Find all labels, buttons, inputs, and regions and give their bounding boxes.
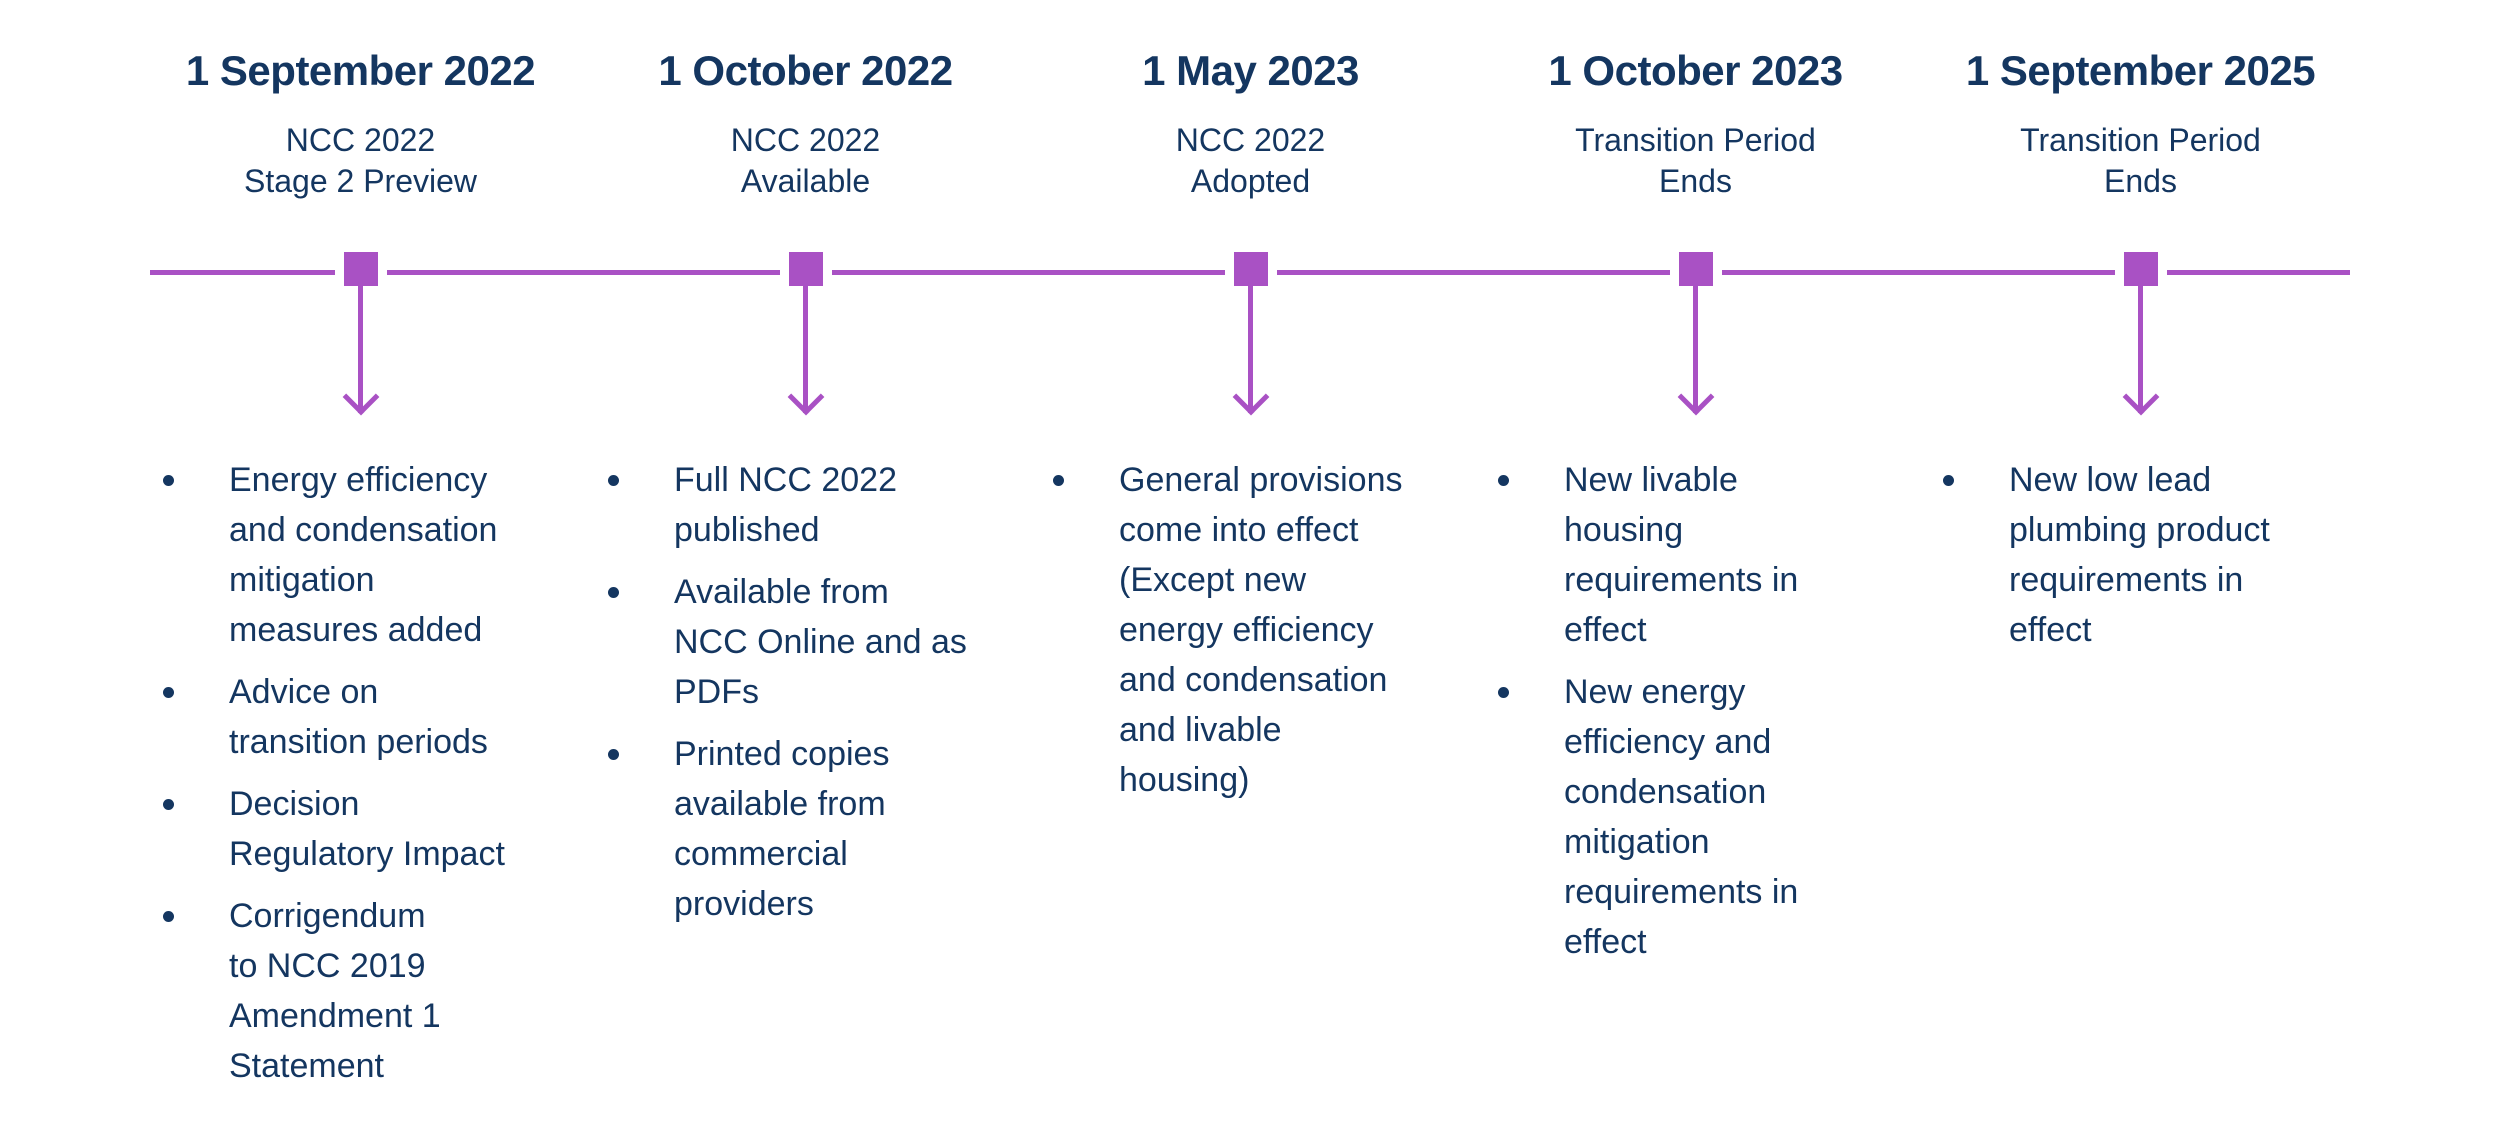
arrow-down-head-icon xyxy=(342,378,379,416)
milestone-date: 1 May 2023 xyxy=(1142,47,1359,94)
bullet-dot-icon xyxy=(163,687,174,698)
milestone-title: NCC 2022 Available xyxy=(730,122,881,199)
milestone-column-5: 1 September 2025 Transition Period Ends … xyxy=(1918,0,2363,1124)
arrow-down-stem-icon xyxy=(803,286,808,413)
milestone-title: Transition Period Ends xyxy=(1575,122,1816,199)
bullet-item: New livable housing requirements in effe… xyxy=(1473,455,1918,655)
bullet-dot-icon xyxy=(608,475,619,486)
bullet-list: General provisions come into effect (Exc… xyxy=(1028,455,1473,817)
milestone-title: NCC 2022 Stage 2 Preview xyxy=(243,122,477,199)
arrow-down-head-icon xyxy=(1232,378,1269,416)
bullet-item: Available from NCC Online and as PDFs xyxy=(583,567,1028,717)
bullet-item: Corrigendum to NCC 2019 Amendment 1 Stat… xyxy=(138,891,583,1091)
arrow-down-head-icon xyxy=(1677,378,1714,416)
milestone-column-4: 1 October 2023 Transition Period Ends Ne… xyxy=(1473,0,1918,1124)
milestone-column-3: 1 May 2023 NCC 2022 Adopted General prov… xyxy=(1028,0,1473,1124)
bullet-dot-icon xyxy=(163,799,174,810)
bullet-dot-icon xyxy=(163,475,174,486)
milestone-column-1: 1 September 2022 NCC 2022 Stage 2 Previe… xyxy=(138,0,583,1124)
arrow-down-head-icon xyxy=(2122,378,2159,416)
bullet-item: Printed copies available from commercial… xyxy=(583,729,1028,929)
bullet-item: Decision Regulatory Impact xyxy=(138,779,583,879)
timeline-marker-square-icon xyxy=(2114,252,2167,286)
bullet-list: Energy efficiency and condensation mitig… xyxy=(138,455,583,1103)
milestone-date: 1 October 2023 xyxy=(1548,47,1843,94)
milestone-date: 1 September 2022 xyxy=(185,47,536,94)
bullet-text: Decision Regulatory Impact xyxy=(229,785,505,873)
bullet-item: New low lead plumbing product requiremen… xyxy=(1918,455,2363,655)
bullet-item: Advice on transition periods xyxy=(138,667,583,767)
bullet-item: New energy efficiency and condensation m… xyxy=(1473,667,1918,967)
bullet-dot-icon xyxy=(608,587,619,598)
arrow-down-stem-icon xyxy=(1693,286,1698,413)
bullet-text: New energy efficiency and condensation m… xyxy=(1564,673,1799,961)
timeline-marker-square-icon xyxy=(1224,252,1277,286)
arrow-down-stem-icon xyxy=(358,286,363,413)
arrow-down-stem-icon xyxy=(1248,286,1253,413)
bullet-item: Energy efficiency and condensation mitig… xyxy=(138,455,583,655)
bullet-text: Advice on transition periods xyxy=(229,673,488,761)
milestone-title: Transition Period Ends xyxy=(2020,122,2261,199)
bullet-dot-icon xyxy=(1498,687,1509,698)
bullet-list: Full NCC 2022 published Available from N… xyxy=(583,455,1028,941)
bullet-list: New livable housing requirements in effe… xyxy=(1473,455,1918,979)
bullet-text: General provisions come into effect (Exc… xyxy=(1119,461,1403,799)
arrow-down-head-icon xyxy=(787,378,824,416)
bullet-text: New low lead plumbing product requiremen… xyxy=(2009,461,2270,649)
bullet-text: Energy efficiency and condensation mitig… xyxy=(229,461,498,649)
bullet-dot-icon xyxy=(1943,475,1954,486)
timeline-marker-square-icon xyxy=(779,252,832,286)
arrow-down-stem-icon xyxy=(2138,286,2143,413)
bullet-dot-icon xyxy=(608,749,619,760)
bullet-text: Full NCC 2022 published xyxy=(674,461,897,549)
timeline-marker-square-icon xyxy=(1669,252,1722,286)
milestone-title: NCC 2022 Adopted xyxy=(1175,122,1326,199)
bullet-text: Printed copies available from commercial… xyxy=(674,735,890,923)
milestone-column-2: 1 October 2022 NCC 2022 Available Full N… xyxy=(583,0,1028,1124)
timeline-columns: 1 September 2022 NCC 2022 Stage 2 Previe… xyxy=(138,0,2363,1124)
timeline-marker-square-icon xyxy=(334,252,387,286)
bullet-text: Available from NCC Online and as PDFs xyxy=(674,573,967,711)
bullet-list: New low lead plumbing product requiremen… xyxy=(1918,455,2363,667)
bullet-dot-icon xyxy=(1498,475,1509,486)
bullet-item: General provisions come into effect (Exc… xyxy=(1028,455,1473,805)
milestone-date: 1 October 2022 xyxy=(658,47,953,94)
bullet-text: Corrigendum to NCC 2019 Amendment 1 Stat… xyxy=(229,897,441,1085)
bullet-item: Full NCC 2022 published xyxy=(583,455,1028,555)
bullet-dot-icon xyxy=(163,911,174,922)
milestone-date: 1 September 2025 xyxy=(1965,47,2316,94)
bullet-text: New livable housing requirements in effe… xyxy=(1564,461,1799,649)
bullet-dot-icon xyxy=(1053,475,1064,486)
